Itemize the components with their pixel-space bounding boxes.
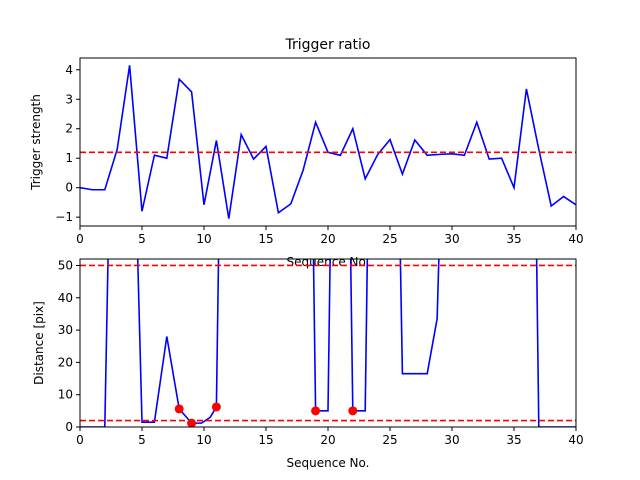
bottom-plot-lines xyxy=(80,259,576,427)
x-tick-label: 25 xyxy=(382,433,397,447)
y-tick-label: 2 xyxy=(65,122,73,136)
data-point-marker xyxy=(187,418,197,427)
y-tick-label: 40 xyxy=(58,291,73,305)
x-tick-label: 20 xyxy=(320,232,335,246)
x-tick-label: 10 xyxy=(196,433,211,447)
y-tick-label: −1 xyxy=(55,210,73,224)
x-tick-label: 20 xyxy=(320,433,335,447)
x-tick-label: 30 xyxy=(444,433,459,447)
y-tick-label: 20 xyxy=(58,355,73,369)
x-tick-label: 30 xyxy=(444,232,459,246)
x-tick-label: 35 xyxy=(506,433,521,447)
data-point-marker xyxy=(174,404,184,414)
y-tick-label: 1 xyxy=(65,151,73,165)
plot-area xyxy=(80,259,576,427)
bottom-plot-axes: 0 5 10 15 20 25 30 35 40 0 10 20 30 40 50 xyxy=(58,258,584,447)
x-tick-label: 40 xyxy=(568,232,583,246)
data-series-line xyxy=(80,259,576,427)
data-point-marker xyxy=(311,406,321,416)
chart-title: Trigger ratio xyxy=(284,37,370,53)
top-x-axis-label: Sequence No. xyxy=(287,255,370,269)
top-plot-lines xyxy=(80,65,576,219)
x-tick-label: 5 xyxy=(138,232,146,246)
x-tick-label: 35 xyxy=(506,232,521,246)
y-tick-label: 10 xyxy=(58,388,73,402)
plot-area xyxy=(80,65,576,219)
x-tick-label: 40 xyxy=(568,433,583,447)
x-tick-label: 25 xyxy=(382,232,397,246)
data-point-marker xyxy=(348,406,358,416)
y-tick-label: 0 xyxy=(65,420,73,434)
x-tick-label: 0 xyxy=(76,433,84,447)
top-y-axis-label: Trigger strength xyxy=(29,94,43,191)
y-tick-label: 0 xyxy=(65,181,73,195)
y-tick-label: 4 xyxy=(65,63,73,77)
x-tick-label: 5 xyxy=(138,433,146,447)
bottom-x-axis-label: Sequence No. xyxy=(287,456,370,470)
y-tick-label: 30 xyxy=(58,323,73,337)
y-tick-label: 50 xyxy=(58,258,73,272)
distance-panel: 0 5 10 15 20 25 30 35 40 0 10 20 30 40 50 Sequence No.… xyxy=(32,258,584,470)
data-point-marker xyxy=(211,402,221,412)
x-tick-label: 15 xyxy=(258,232,273,246)
x-tick-label: 0 xyxy=(76,232,84,246)
x-tick-label: 15 xyxy=(258,433,273,447)
bottom-y-axis-label: Distance [pix] xyxy=(32,301,46,385)
x-tick-label: 10 xyxy=(196,232,211,246)
y-tick-label: 3 xyxy=(65,92,73,106)
